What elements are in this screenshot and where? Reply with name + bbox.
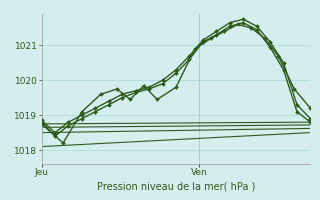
X-axis label: Pression niveau de la mer( hPa ): Pression niveau de la mer( hPa ) [97, 181, 255, 191]
